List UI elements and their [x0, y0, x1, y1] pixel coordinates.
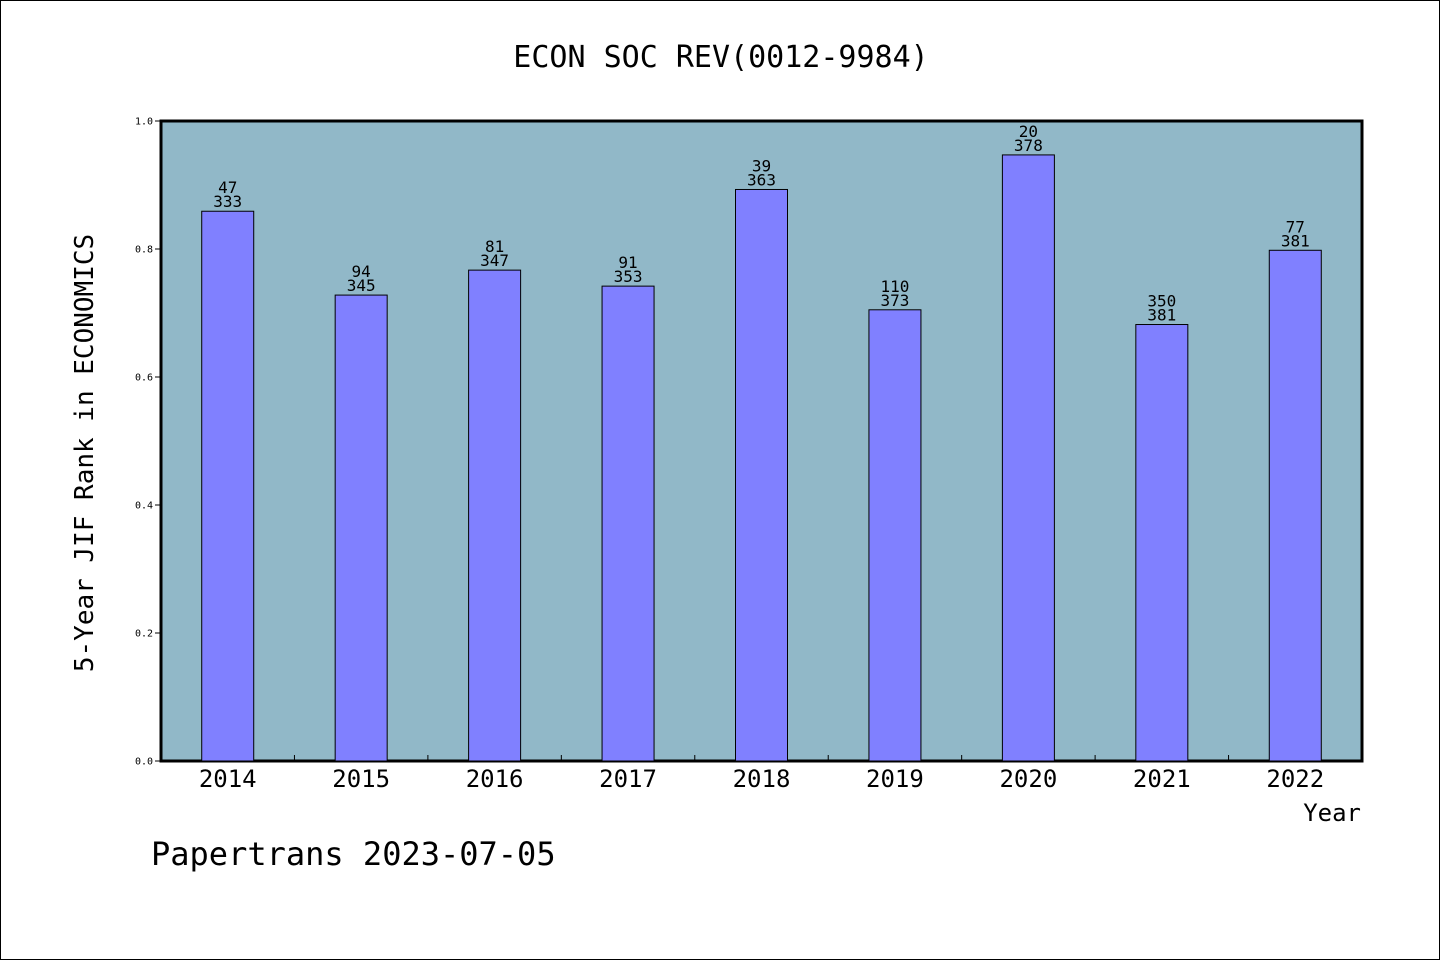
- y-tick-label: 0.6: [135, 373, 153, 384]
- bar-2019: [868, 309, 922, 762]
- bar-rank-label: 91: [618, 253, 637, 272]
- bar-rank-label: 20: [1019, 122, 1038, 141]
- chart-title: ECON SOC REV(0012-9984): [513, 40, 928, 75]
- y-tick-label: 0.8: [135, 245, 153, 256]
- bar-rank-label: 81: [485, 237, 504, 256]
- y-tick-label: 1.0: [135, 117, 153, 128]
- bar-rank-label: 110: [880, 277, 909, 296]
- bar-total-label: 378: [1014, 136, 1043, 155]
- bar-total-label: 345: [347, 276, 376, 295]
- bar-2016: [468, 269, 522, 762]
- x-tick-label: 2017: [599, 765, 657, 793]
- x-tick-label: 2019: [866, 765, 924, 793]
- bar-rank-label: 350: [1147, 292, 1176, 311]
- y-tick-label: 0.2: [135, 629, 153, 640]
- bar-total-label: 347: [480, 251, 509, 270]
- y-tick-label: 0.0: [135, 757, 153, 768]
- bar-rank-label: 94: [352, 262, 371, 281]
- bar-total-label: 373: [880, 291, 909, 310]
- bar-rank-label: 47: [218, 178, 237, 197]
- y-axis-ticks: 0.0 0.2 0.4 0.6 0.8 1.0: [135, 117, 161, 768]
- x-tick-label: 2016: [466, 765, 524, 793]
- x-axis-ticks: 2014 2015 2016 2017 2018 2019 2020 2021 2022: [199, 755, 1324, 793]
- bar-2020: [1001, 154, 1055, 762]
- x-tick-label: 2020: [999, 765, 1057, 793]
- bar-rank-label: 39: [752, 156, 771, 175]
- x-tick-label: 2018: [733, 765, 791, 793]
- x-tick-label: 2022: [1266, 765, 1324, 793]
- bar-total-label: 353: [614, 267, 643, 286]
- bar-rank-label: 77: [1286, 217, 1305, 236]
- bar-2014: [201, 210, 255, 762]
- bar-total-label: 381: [1281, 231, 1310, 250]
- x-tick-label: 2014: [199, 765, 257, 793]
- footer-text: Papertrans 2023-07-05: [151, 835, 556, 873]
- bar-total-label: 381: [1147, 306, 1176, 325]
- x-tick-label: 2015: [332, 765, 390, 793]
- bar-2018: [735, 188, 788, 762]
- x-axis-label: Year: [1303, 799, 1361, 827]
- bar-2017: [601, 285, 655, 762]
- bar-2015: [334, 294, 388, 762]
- y-axis-label: 5-Year JIF Rank in ECONOMICS: [70, 234, 100, 672]
- bar-total-label: 333: [213, 192, 242, 211]
- y-tick-label: 0.4: [135, 501, 153, 512]
- bar-2021: [1135, 324, 1189, 762]
- x-tick-label: 2021: [1133, 765, 1191, 793]
- bar-total-label: 363: [747, 170, 776, 189]
- bar-2022: [1268, 249, 1322, 762]
